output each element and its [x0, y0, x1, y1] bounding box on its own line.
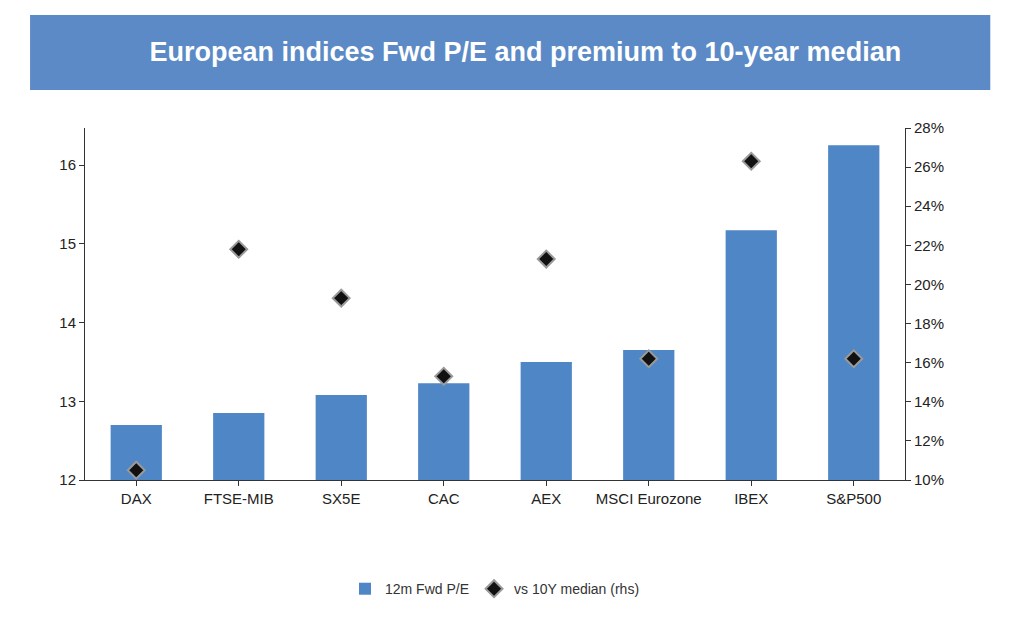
svg-text:26%: 26% — [914, 158, 944, 175]
svg-text:12%: 12% — [914, 432, 944, 449]
svg-text:IBEX: IBEX — [734, 490, 768, 507]
svg-text:vs 10Y median (rhs): vs 10Y median (rhs) — [514, 581, 639, 597]
svg-text:20%: 20% — [914, 276, 944, 293]
svg-text:15: 15 — [59, 235, 76, 252]
svg-text:S&P500: S&P500 — [826, 490, 881, 507]
svg-text:12: 12 — [59, 471, 76, 488]
svg-text:FTSE-MIB: FTSE-MIB — [204, 490, 274, 507]
svg-text:12m Fwd P/E: 12m Fwd P/E — [385, 581, 469, 597]
svg-text:16%: 16% — [914, 354, 944, 371]
svg-text:European indices Fwd P/E and p: European indices Fwd P/E and premium to … — [149, 37, 901, 67]
svg-text:CAC: CAC — [428, 490, 460, 507]
svg-text:DAX: DAX — [121, 490, 152, 507]
svg-text:MSCI Eurozone: MSCI Eurozone — [596, 490, 702, 507]
svg-text:14: 14 — [59, 314, 76, 331]
svg-text:16: 16 — [59, 156, 76, 173]
svg-text:22%: 22% — [914, 237, 944, 254]
svg-text:AEX: AEX — [531, 490, 561, 507]
svg-text:14%: 14% — [914, 393, 944, 410]
svg-text:10%: 10% — [914, 471, 944, 488]
svg-text:13: 13 — [59, 393, 76, 410]
svg-text:18%: 18% — [914, 315, 944, 332]
svg-text:SX5E: SX5E — [322, 490, 360, 507]
svg-text:24%: 24% — [914, 197, 944, 214]
svg-text:28%: 28% — [914, 119, 944, 136]
